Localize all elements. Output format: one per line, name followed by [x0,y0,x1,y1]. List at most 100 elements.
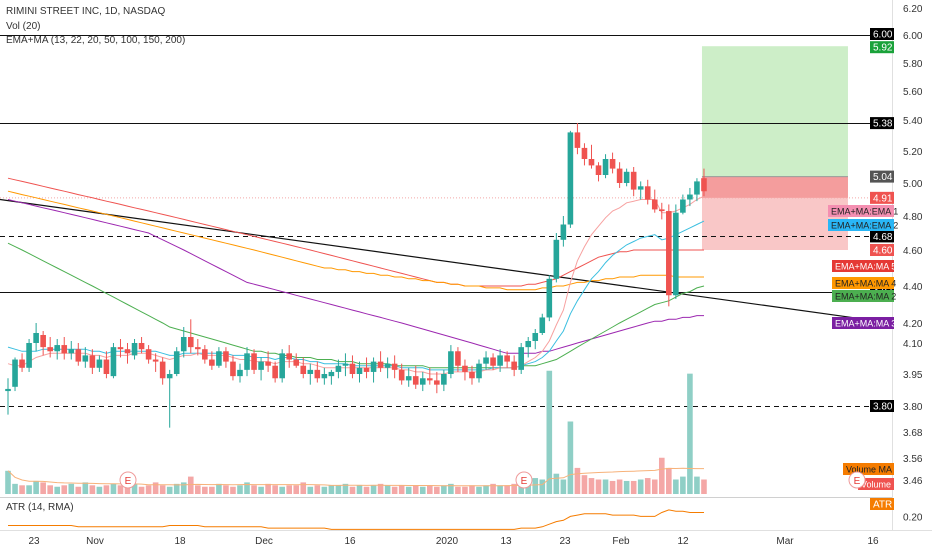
indicator-tag-bg [828,219,894,231]
volume-bar [427,485,433,494]
volume-bar [131,483,138,494]
volume-bar [511,483,517,494]
candle-body [602,159,609,175]
candle-body [469,371,475,379]
earnings-marker [515,471,533,489]
candle-body [483,357,489,364]
candle-body [321,374,328,379]
price-label-bg [870,244,894,256]
candle-body [419,378,426,385]
volume-bar [539,479,546,494]
volume-bar [244,482,250,494]
candle-body [152,359,159,362]
candle-body [244,353,250,370]
atr-line [8,509,704,530]
candle-body [370,361,377,372]
price-axis-tick: 6.20 [903,4,923,15]
candle-body [223,351,229,362]
volume-bar [54,486,61,494]
time-axis-label: 18 [174,536,186,547]
volume-bar [651,479,658,494]
candle-body [335,365,342,372]
indicator-tag-bg [832,260,894,272]
candle-body [462,365,468,372]
candle-body [546,278,553,318]
price-axis: 6.20 6.00 5.80 5.60 5.40 5.20 5.00 4.80 4.60 4.40… [892,0,923,530]
candle-body [391,363,398,370]
price-axis-tick: 5.80 [903,59,923,70]
volume-bar [370,485,377,494]
candle-body [12,359,18,387]
price-axis-tick: 4.60 [903,246,923,257]
price-axis-tick: 4.80 [903,212,923,223]
price-axis-tick: 5.40 [903,116,923,127]
volume-bar [258,486,264,494]
candle-body [5,388,11,392]
price-axis-tick: 5.20 [903,147,923,158]
ma5-line [7,177,704,287]
volume-bar [47,485,53,494]
volume-bar [687,373,693,494]
volume-bar [82,482,89,494]
price-label-bg [870,117,894,130]
candle-body [623,171,630,183]
time-axis-label: 13 [500,536,512,547]
volume-bar [75,486,82,494]
volume-bar [110,483,117,494]
volume-bar [462,486,468,494]
indicator-tag: EMA+MA:EMA 1 [831,207,898,217]
time-axis-label: Mar [776,536,794,547]
atr-pane: 0.20 [0,497,923,530]
atr-axis-tick: 0.20 [903,512,923,523]
volume-bar [680,476,686,494]
volume-bar [448,483,454,494]
candle-body [40,335,46,348]
candle-body [658,209,665,212]
volume-bars [5,370,707,494]
candle-body [567,132,574,225]
volume-bar [19,485,25,494]
volume-bar [560,479,567,494]
price-label-bg [870,400,894,412]
price-axis-tick: 3.46 [903,476,923,487]
volume-bar [40,482,46,494]
time-axis: 23 Nov 18 Dec 16 2020 13 23 Feb 12 Mar 16 [0,530,932,547]
symbol-title: RIMINI STREET INC, 1D, NASDAQ [6,6,166,17]
candle-body [96,359,103,368]
volume-bar [159,485,166,494]
volume-bar [694,476,700,494]
candle-body [230,361,236,377]
candle-body [511,361,517,370]
volume-bar [293,485,300,494]
volume-bar [602,479,609,494]
volume-bar [574,467,581,494]
candle-body [609,159,616,169]
candle-body [637,186,644,190]
price-axis-tick: 4.10 [903,339,923,350]
candle-body [293,359,300,366]
indicator-tag: EMA+MA:EMA 2 [831,221,898,231]
volume-bar [180,482,187,494]
candle-body [616,168,623,183]
volume-bar [237,485,243,494]
price-label-bg [870,41,894,54]
indicator-tags: EMA+MA:EMA 1 EMA+MA:EMA 2 EMA+MA:MA 5 EMA+M… [828,205,898,490]
volume-bar [581,475,588,494]
earnings-marker [119,471,137,489]
candle-body [272,365,278,379]
ma4-line [7,190,704,291]
price-axis-tick: 3.68 [903,428,923,439]
candle-body [166,374,173,379]
volume-bar [314,485,321,494]
volume-bar [476,486,482,494]
volume-bar [504,485,510,494]
candle-body [441,374,447,385]
price-axis-tick: 3.95 [903,370,923,381]
volume-bar [553,473,560,494]
volume-bar [166,486,173,494]
candle-body [553,239,560,279]
volume-bar [567,421,574,494]
candle-body [588,159,595,166]
